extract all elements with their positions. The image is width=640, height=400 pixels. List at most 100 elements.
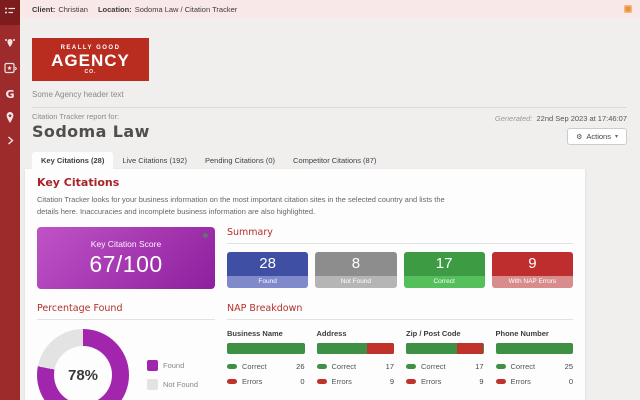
stat-not-found: 8 Not Found <box>315 252 397 289</box>
errors-pill-icon <box>316 379 327 385</box>
location-signal-icon <box>4 36 16 54</box>
logo-main-text: AGENCY <box>51 50 130 70</box>
nap-errors-row: Errors 0 <box>227 377 305 386</box>
nap-column: Address Correct 17 Errors 9 <box>316 329 394 387</box>
stat-found: 28 Found <box>227 252 309 289</box>
score-label: Key Citation Score <box>90 238 162 249</box>
summary-heading: Summary <box>227 227 273 239</box>
actions-button[interactable]: ⚙ Actions ▾ <box>567 128 627 145</box>
sidebar-expand-button[interactable] <box>0 132 20 150</box>
generated-timestamp: Generated: 22nd Sep 2023 at 17:46:07 <box>495 114 627 123</box>
key-citations-panel: Key Citations Citation Tracker looks for… <box>25 169 585 400</box>
errors-pill-icon <box>406 379 416 385</box>
sidebar-item-local-search[interactable] <box>0 32 20 57</box>
nap-column-label: Phone Number <box>495 329 549 339</box>
chevron-right-icon <box>7 132 14 150</box>
agency-logo: REALLY GOOD AGENCY CO. <box>32 38 149 81</box>
stat-not-found-value: 8 <box>315 252 397 277</box>
errors-value: 0 <box>300 377 305 387</box>
errors-label: Errors <box>421 377 442 387</box>
donut-center-value: 78% <box>67 366 99 384</box>
chevron-down-icon: ▾ <box>614 134 618 140</box>
tab-competitor-citations[interactable]: Competitor Citations (87) <box>293 156 377 165</box>
score-value: 67/100 <box>89 250 163 277</box>
logo-bottom-text: CO. <box>84 68 97 75</box>
nap-column: Zip / Post Code Correct 17 Errors 9 <box>406 329 484 386</box>
pin-star-icon <box>4 111 16 129</box>
correct-value: 25 <box>564 362 573 372</box>
tab-live-citations[interactable]: Live Citations (192) <box>122 156 187 165</box>
correct-pill-icon <box>316 364 327 370</box>
image-star-icon <box>3 61 17 79</box>
location-value[interactable]: Sodoma Law / Citation Tracker <box>134 4 238 14</box>
errors-value: 9 <box>389 377 394 387</box>
nap-errors-row: Errors 9 <box>406 377 484 386</box>
stat-found-value: 28 <box>227 252 309 277</box>
stat-nap-errors: 9 With NAP Errors <box>491 252 573 289</box>
sidebar-item-citation-tracker[interactable] <box>0 0 20 25</box>
stat-nap-errors-value: 9 <box>491 252 573 277</box>
header-divider <box>32 107 627 108</box>
legend-found-label: Found <box>163 361 185 371</box>
report-header: REALLY GOOD AGENCY CO. Some Agency heade… <box>20 18 640 145</box>
generated-value: 22nd Sep 2023 at 17:46:07 <box>536 114 628 123</box>
nap-column-label: Business Name <box>227 329 283 339</box>
errors-pill-icon <box>227 379 237 385</box>
correct-label: Correct <box>242 362 267 372</box>
nap-column-label: Address <box>316 329 347 339</box>
nap-correct-row: Correct 26 <box>227 362 305 371</box>
stat-correct-value: 17 <box>403 252 485 277</box>
breadcrumb-bar: Client: Christian Location: Sodoma Law /… <box>20 0 640 18</box>
logo-top-text: REALLY GOOD <box>60 44 121 51</box>
stat-not-found-label: Not Found <box>315 276 397 289</box>
client-value[interactable]: Christian <box>58 4 88 14</box>
report-tabs: Key Citations (28) Live Citations (192) … <box>32 152 640 169</box>
key-citation-score-card: Key Citation Score 67/100 <box>37 227 215 290</box>
main-content: REALLY GOOD AGENCY CO. Some Agency heade… <box>20 0 640 400</box>
account-icon[interactable] <box>624 5 632 13</box>
legend-not-found-swatch <box>147 379 158 391</box>
sidebar-item-local-listings[interactable] <box>0 107 20 132</box>
percentage-found-donut-chart: 78% <box>37 329 129 400</box>
report-for-label: Citation Tracker report for: <box>32 112 120 121</box>
sidebar-item-google[interactable]: G <box>0 82 20 107</box>
correct-pill-icon <box>406 364 416 370</box>
errors-value: 0 <box>568 377 573 387</box>
sidebar-item-reviews[interactable] <box>0 57 20 82</box>
page-title: Sodoma Law <box>32 122 150 141</box>
errors-value: 9 <box>479 377 484 387</box>
legend-not-found-label: Not Found <box>163 380 199 390</box>
nap-column-label: Zip / Post Code <box>406 329 461 339</box>
tab-pending-citations[interactable]: Pending Citations (0) <box>204 156 276 165</box>
stat-found-label: Found <box>227 276 309 289</box>
nap-breakdown-heading: NAP Breakdown <box>227 303 303 315</box>
correct-label: Correct <box>331 362 357 372</box>
nap-column: Phone Number Correct 25 Errors 0 <box>495 329 573 387</box>
errors-label: Errors <box>242 377 263 387</box>
info-icon[interactable] <box>203 233 208 239</box>
nap-correct-row: Correct 17 <box>316 362 394 372</box>
nap-stacked-bar <box>495 343 573 355</box>
generated-label: Generated: <box>494 114 533 123</box>
gear-icon: ⚙ <box>576 133 583 141</box>
nap-correct-row: Correct 25 <box>495 362 573 372</box>
stat-nap-errors-label: With NAP Errors <box>491 276 573 289</box>
errors-label: Errors <box>331 377 352 387</box>
client-label: Client: <box>32 4 56 14</box>
summary-stats: 28 Found 8 Not Found 17 Correct 9 With N… <box>227 252 573 289</box>
section-description: Citation Tracker looks for your business… <box>37 195 445 216</box>
correct-label: Correct <box>421 362 446 372</box>
nap-errors-row: Errors 0 <box>495 377 573 387</box>
correct-pill-icon <box>227 364 237 370</box>
nap-correct-row: Correct 17 <box>406 362 484 371</box>
tab-key-citations[interactable]: Key Citations (28) <box>32 152 114 169</box>
app-sidebar: G <box>0 0 20 400</box>
section-title: Key Citations <box>37 176 120 189</box>
nap-column: Business Name Correct 26 Errors 0 <box>227 329 305 386</box>
correct-value: 17 <box>475 362 484 372</box>
nap-stacked-bar <box>406 343 484 355</box>
stat-correct: 17 Correct <box>403 252 485 289</box>
location-label: Location: <box>97 4 132 14</box>
stat-correct-label: Correct <box>403 276 485 289</box>
nap-stacked-bar <box>227 343 305 355</box>
